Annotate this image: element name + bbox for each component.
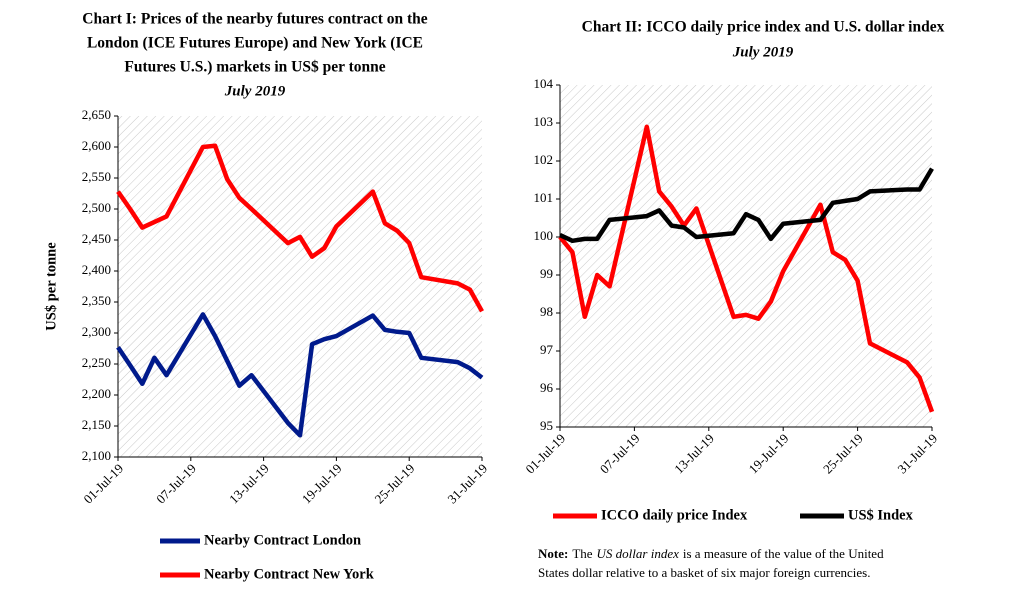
x-tick-label: 01-Jul-19: [80, 461, 126, 507]
legend-label: Nearby Contract New York: [204, 566, 375, 582]
y-tick-label: 2,350: [82, 293, 111, 308]
x-tick-label: 07-Jul-19: [597, 431, 643, 477]
chart-subtitle: July 2019: [732, 44, 794, 60]
x-tick-label: 25-Jul-19: [372, 461, 418, 507]
y-tick-label: 2,550: [82, 169, 111, 184]
y-tick-label: 2,150: [82, 417, 111, 432]
x-tick-label: 19-Jul-19: [746, 431, 792, 477]
note-term: US dollar index: [597, 546, 680, 561]
y-tick-label: 103: [534, 114, 554, 129]
series-line: [116, 143, 484, 313]
x-tick-label: 13-Jul-19: [671, 431, 717, 477]
y-tick-label: 95: [540, 418, 553, 433]
y-tick-label: 2,500: [82, 200, 111, 215]
y-tick-label: 101: [534, 190, 554, 205]
note-label: Note:: [538, 546, 568, 561]
chart-title: London (ICE Futures Europe) and New York…: [87, 35, 423, 52]
series-line: [559, 167, 934, 244]
plot-area: [560, 85, 932, 427]
x-tick-label: 07-Jul-19: [153, 461, 199, 507]
y-tick-label: 97: [540, 342, 554, 357]
y-tick-label: 102: [534, 152, 554, 167]
y-tick-label: 2,100: [82, 448, 111, 463]
x-tick-label: 31-Jul-19: [894, 431, 940, 477]
plot-area: [118, 116, 482, 457]
x-tick-label: 19-Jul-19: [299, 461, 345, 507]
chart-subtitle: July 2019: [224, 83, 286, 99]
chart-title: Chart II: ICCO daily price index and U.S…: [582, 19, 945, 36]
y-tick-label: 2,200: [82, 386, 111, 401]
x-tick-label: 25-Jul-19: [820, 431, 866, 477]
note-text: States dollar relative to a basket of si…: [538, 565, 870, 580]
y-tick-label: 99: [540, 266, 553, 281]
y-tick-label: 2,450: [82, 231, 111, 246]
note-text: is a measure of the value of the United: [683, 546, 884, 561]
series-line: [558, 124, 935, 413]
note: Note: The US dollar index is a measure of t…: [538, 546, 884, 561]
chart-title: Chart I: Prices of the nearby futures co…: [82, 11, 428, 28]
y-tick-label: 100: [534, 228, 554, 243]
series-line: [116, 312, 484, 438]
x-tick-label: 31-Jul-19: [444, 461, 490, 507]
legend-label: Nearby Contract London: [204, 532, 361, 548]
x-tick-label: 01-Jul-19: [522, 431, 568, 477]
y-tick-label: 96: [540, 380, 554, 395]
note-lead: The: [572, 546, 592, 561]
legend-label: ICCO daily price Index: [601, 507, 748, 523]
legend-label: US$ Index: [848, 507, 914, 523]
x-tick-label: 13-Jul-19: [226, 461, 272, 507]
chart-title: Futures U.S.) markets in US$ per tonne: [124, 59, 385, 76]
y-tick-label: 2,300: [82, 324, 111, 339]
y-tick-label: 2,600: [82, 138, 111, 153]
y-tick-label: 2,650: [82, 107, 111, 122]
y-tick-label: 104: [534, 76, 554, 91]
y-tick-label: 2,400: [82, 262, 111, 277]
y-tick-label: 2,250: [82, 355, 111, 370]
y-tick-label: 98: [540, 304, 553, 319]
y-axis-title: US$ per tonne: [43, 242, 59, 331]
